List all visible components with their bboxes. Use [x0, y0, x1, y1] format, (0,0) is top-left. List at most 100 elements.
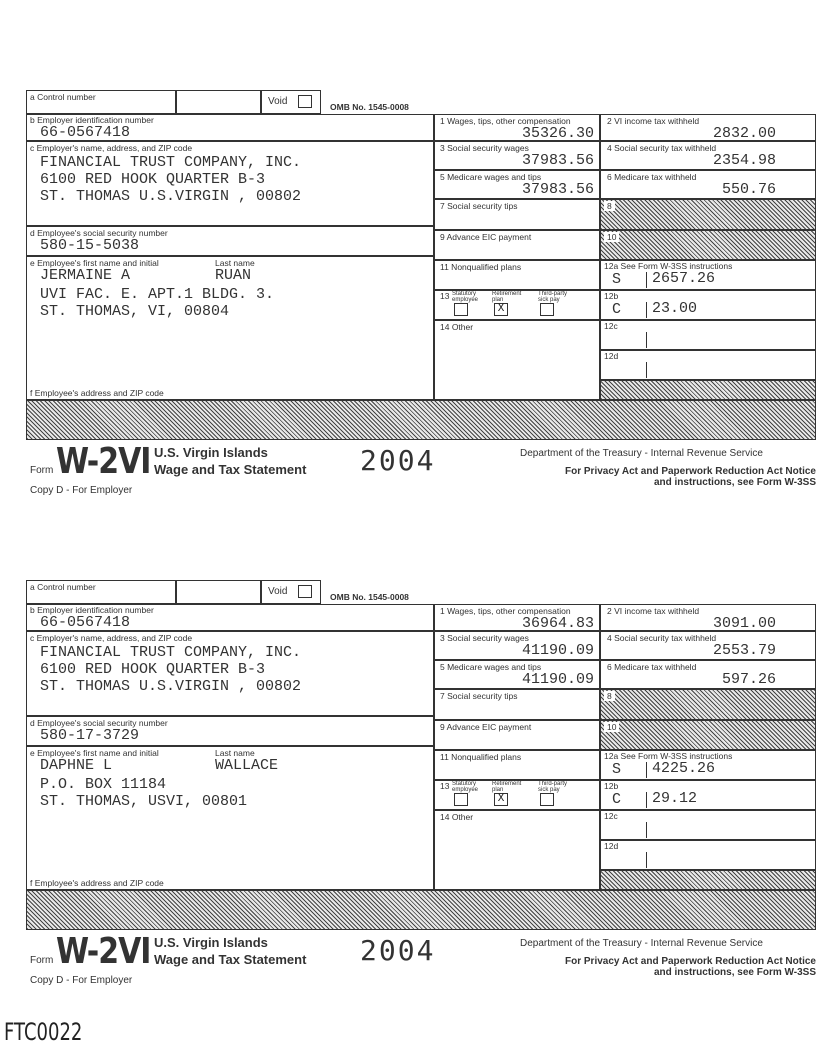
box13-box [434, 780, 600, 810]
box5-value: 41190.09 [521, 671, 594, 688]
box5-label: 5 Medicare wages and tips [440, 662, 542, 672]
ssn-value: 580-15-5038 [40, 237, 140, 254]
box1-label: 1 Wages, tips, other compensation [440, 606, 571, 616]
first-name-value: DAPHNE L [40, 757, 113, 774]
box7-box [434, 689, 600, 720]
box12c-label: 12c [604, 811, 618, 821]
control-number-field[interactable] [176, 90, 261, 114]
form-word: Form [30, 955, 54, 966]
box3-label: 3 Social security wages [440, 143, 529, 153]
box13-label: 13 [440, 781, 450, 791]
box1-value: 35326.30 [521, 125, 594, 142]
box10-label: 10 [604, 232, 620, 242]
ssn-box [26, 716, 434, 746]
title-line-1: U.S. Virgin Islands [154, 935, 268, 950]
box5-label: 5 Medicare wages and tips [440, 172, 542, 182]
last-name-value: RUAN [215, 267, 252, 284]
box14-box [434, 320, 600, 400]
control-number-field[interactable] [176, 580, 261, 604]
shaded-strip-bottom [26, 890, 816, 930]
box12a-amount: 4225.26 [652, 760, 716, 777]
employer-id-value: 66-0567418 [40, 124, 131, 141]
box12d-label: 12d [604, 841, 619, 851]
omb-number: OMB No. 1545-0008 [330, 102, 409, 112]
box2-value: 3091.00 [712, 615, 776, 632]
thirdparty-checkbox[interactable] [540, 793, 554, 806]
form-word: Form [30, 465, 54, 476]
void-box [261, 90, 321, 114]
department: Department of the Treasury - Internal Re… [520, 938, 763, 949]
box10-shaded-box [600, 720, 816, 750]
box6-label: 6 Medicare tax withheld [604, 172, 700, 182]
box1-box [434, 114, 600, 141]
box12a-label: 12a See Form W-3SS instructions [604, 751, 733, 761]
box9-box [434, 230, 600, 260]
box3-box [434, 631, 600, 660]
box12d-box [600, 350, 816, 380]
employee-box [26, 256, 434, 400]
retirement-label: Retirement plan [492, 291, 522, 303]
box12b-code: C [612, 301, 622, 318]
box2-value: 2832.00 [712, 125, 776, 142]
copy-designation: Copy D - For Employer [30, 485, 133, 496]
employee-address-label: f Employee's address and ZIP code [30, 388, 164, 398]
employer-box [26, 141, 434, 226]
employee-address-line: ST. THOMAS, USVI, 00801 [40, 793, 248, 810]
box13-box [434, 290, 600, 320]
w2vi-form-2: a Control number Void OMB No. 1545-0008 b E… [0, 578, 816, 1018]
box12d-box [600, 840, 816, 870]
box7-label: 7 Social security tips [440, 201, 518, 211]
control-number-label: a Control number [30, 92, 96, 102]
box12a-divider [646, 272, 647, 288]
thirdparty-checkbox[interactable] [540, 303, 554, 316]
bates-number: FTC0022 [4, 1018, 83, 1046]
retirement-checkbox[interactable]: X [494, 303, 508, 316]
statutory-checkbox[interactable] [454, 303, 468, 316]
box7-label: 7 Social security tips [440, 691, 518, 701]
box1-box [434, 604, 600, 631]
last-name-label: Last name [215, 748, 255, 758]
box5-value: 37983.56 [521, 181, 594, 198]
void-checkbox[interactable] [298, 585, 312, 598]
box12b-label: 12b [604, 291, 619, 301]
box8-shaded-box [600, 689, 816, 720]
control-number-label: a Control number [30, 582, 96, 592]
box2-label: 2 VI income tax withheld [604, 116, 703, 126]
box4-label: 4 Social security tax withheld [604, 143, 720, 153]
privacy-notice-1: For Privacy Act and Paperwork Reduction … [565, 956, 816, 967]
employee-address-line: UVI FAC. E. APT.1 BLDG. 3. [40, 286, 275, 303]
box12b-box [600, 780, 816, 810]
box3-box [434, 141, 600, 170]
box12b-label: 12b [604, 781, 619, 791]
box12b-divider [646, 792, 647, 808]
box9-label: 9 Advance EIC payment [440, 722, 532, 732]
void-checkbox[interactable] [298, 95, 312, 108]
box2-label: 2 VI income tax withheld [604, 606, 703, 616]
control-number-box [26, 90, 176, 114]
box11-label: 11 Nonqualified plans [440, 752, 522, 762]
box12d-divider [646, 362, 647, 378]
retirement-checkbox[interactable]: X [494, 793, 508, 806]
box12a-label: 12a See Form W-3SS instructions [604, 261, 733, 271]
box12c-divider [646, 332, 647, 348]
ssn-box [26, 226, 434, 256]
box12b-divider [646, 302, 647, 318]
employer-id-value: 66-0567418 [40, 614, 131, 631]
void-label: Void [268, 586, 288, 597]
box10-shaded-box [600, 230, 816, 260]
void-label: Void [268, 96, 288, 107]
omb-number: OMB No. 1545-0008 [330, 592, 409, 602]
employer-line: FINANCIAL TRUST COMPANY, INC. [40, 154, 302, 171]
employer-id-label: b Employer identification number [30, 115, 154, 125]
privacy-notice-2: and instructions, see Form W-3SS [653, 477, 816, 488]
box13-label: 13 [440, 291, 450, 301]
box5-box [434, 170, 600, 199]
tax-year: 2004 [360, 444, 436, 477]
box12c-box [600, 810, 816, 840]
box12b-box [600, 290, 816, 320]
employer-id-box [26, 114, 434, 141]
ssn-label: d Employee's social security number [30, 718, 168, 728]
ssn-value: 580-17-3729 [40, 727, 140, 744]
box1-label: 1 Wages, tips, other compensation [440, 116, 571, 126]
statutory-checkbox[interactable] [454, 793, 468, 806]
